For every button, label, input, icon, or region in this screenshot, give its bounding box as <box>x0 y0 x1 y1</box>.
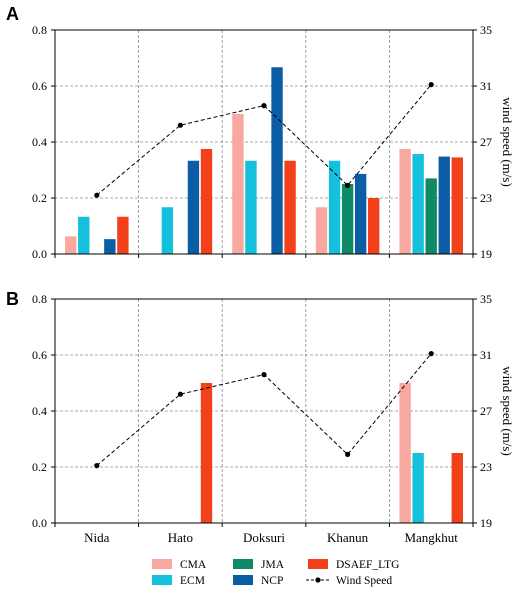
bar-ecm <box>245 160 257 254</box>
legend-swatch-ecm <box>152 575 172 585</box>
legend-swatch-cma <box>152 559 172 569</box>
category-label: Nida <box>84 530 110 545</box>
legend-swatch-dsaef-ltg <box>308 559 328 569</box>
panel-b-chart: 0.0 0.2 0.4 0.6 0.8 19 23 27 31 35 Nida Hato Doksuri… <box>32 292 512 545</box>
left-tick-label: 0.2 <box>32 191 47 205</box>
category-label: Doksuri <box>243 530 285 545</box>
bar-cma <box>399 383 411 523</box>
right-tick-label: 19 <box>480 516 492 530</box>
left-tick-label: 0.6 <box>32 79 47 93</box>
panel-a-chart: 0.0 0.2 0.4 0.6 0.8 19 23 27 31 35 wind speed (m/s… <box>32 23 512 261</box>
wind-speed-line <box>96 353 432 466</box>
bar-ncp <box>354 173 367 254</box>
bar-dsaef-ltg <box>117 216 129 254</box>
right-tick-label: 19 <box>480 247 492 261</box>
right-tick-label: 31 <box>480 79 492 93</box>
right-tick-label: 23 <box>480 191 492 205</box>
wind-speed-point <box>428 351 434 357</box>
wind-speed-point <box>261 372 267 378</box>
wind-speed-point <box>177 391 183 397</box>
wind-speed-point <box>94 463 100 469</box>
bar-cma <box>399 149 411 254</box>
legend-label-cma: CMA <box>180 559 207 571</box>
right-tick-label: 35 <box>480 292 492 306</box>
bar-jma <box>425 178 437 254</box>
right-tick-label: 27 <box>480 135 492 149</box>
left-tick-label: 0.8 <box>32 292 47 306</box>
bar-ncp <box>187 160 200 254</box>
wind-speed-line <box>96 84 432 196</box>
bar-cma <box>315 207 328 254</box>
bar-dsaef-ltg <box>284 160 296 254</box>
right-axis-title: wind speed (m/s) <box>500 97 512 187</box>
bar-dsaef-ltg <box>200 149 213 254</box>
legend-swatch-jma <box>233 559 253 569</box>
bar-ncp <box>104 239 116 254</box>
right-tick-label: 35 <box>480 23 492 37</box>
left-tick-label: 0.0 <box>32 247 47 261</box>
legend-label-dsaef-ltg: DSAEF_LTG <box>336 559 399 571</box>
left-tick-label: 0.6 <box>32 348 47 362</box>
right-tick-label: 27 <box>480 404 492 418</box>
bar-cma <box>232 114 244 254</box>
wind-speed-point <box>94 192 100 198</box>
bar-ncp <box>271 67 283 255</box>
right-tick-label: 23 <box>480 460 492 474</box>
legend-marker-wind-speed <box>315 577 321 583</box>
legend-swatch-ncp <box>233 575 253 585</box>
wind-speed-point <box>177 122 183 128</box>
right-tick-label: 31 <box>480 348 492 362</box>
left-tick-label: 0.4 <box>32 135 47 149</box>
left-tick-label: 0.8 <box>32 23 47 37</box>
bar-dsaef-ltg <box>451 453 463 523</box>
bar-ecm <box>328 160 341 254</box>
left-tick-label: 0.2 <box>32 460 47 474</box>
bar-ecm <box>412 453 424 523</box>
panel-letter-a: A <box>6 4 19 24</box>
right-axis-title: wind speed (m/s) <box>500 366 512 456</box>
bar-jma <box>341 184 354 254</box>
category-label: Hato <box>168 530 193 545</box>
bar-ecm <box>78 216 90 254</box>
legend: CMA JMA DSAEF_LTG ECM NCP Wind Speed <box>152 559 399 587</box>
left-tick-label: 0.4 <box>32 404 47 418</box>
bar-ecm <box>161 207 174 254</box>
panel-letter-b: B <box>6 289 19 309</box>
legend-label-jma: JMA <box>261 559 285 571</box>
legend-label-ecm: ECM <box>180 575 205 587</box>
legend-label-wind-speed: Wind Speed <box>336 575 392 587</box>
bar-ecm <box>412 154 424 254</box>
bar-dsaef-ltg <box>451 157 463 254</box>
bar-cma <box>65 236 77 254</box>
category-label: Khanun <box>327 530 369 545</box>
category-label: Mangkhut <box>404 530 458 545</box>
wind-speed-point <box>345 182 351 188</box>
left-tick-label: 0.0 <box>32 516 47 530</box>
wind-speed-point <box>345 451 351 457</box>
bar-dsaef-ltg <box>200 383 213 523</box>
bar-ncp <box>438 156 450 254</box>
bar-dsaef-ltg <box>367 198 380 254</box>
legend-label-ncp: NCP <box>261 575 283 587</box>
wind-speed-point <box>261 103 267 109</box>
wind-speed-point <box>428 82 434 88</box>
